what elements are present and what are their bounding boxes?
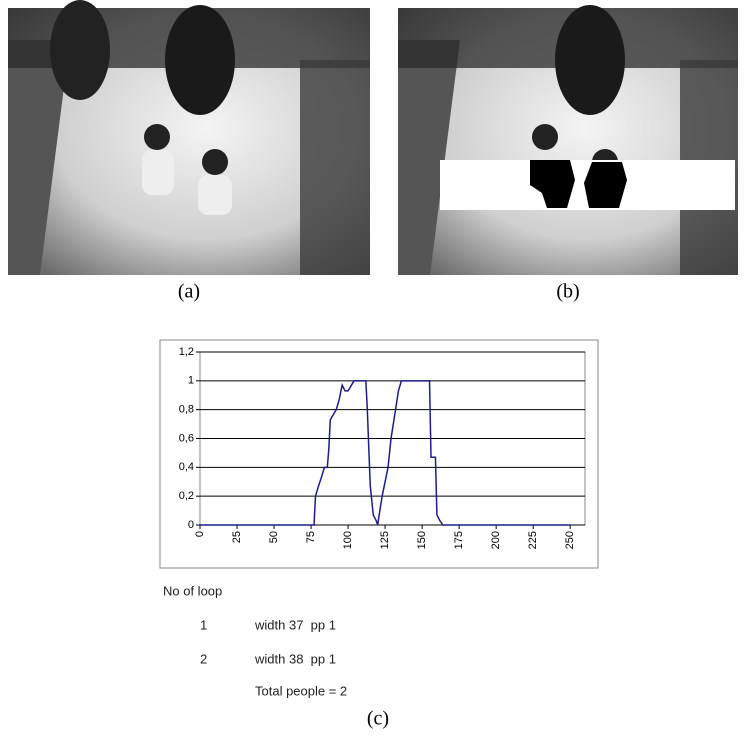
x-tick-label: 200 (490, 531, 502, 549)
y-tick-label: 0 (188, 519, 194, 531)
y-tick-label: 1,2 (179, 346, 194, 358)
x-tick-label: 125 (379, 531, 391, 549)
loop-number: 1 (200, 617, 207, 632)
caption: (a) (178, 281, 200, 303)
x-tick-label: 100 (342, 531, 354, 549)
x-tick-label: 0 (194, 531, 206, 537)
x-tick-label: 225 (527, 531, 539, 549)
caption: (c) (367, 708, 389, 730)
x-tick-label: 75 (305, 531, 317, 543)
photo-a (8, 0, 370, 275)
x-tick-label: 250 (564, 531, 576, 549)
x-tick-label: 175 (453, 531, 465, 549)
y-tick-label: 0,6 (179, 432, 194, 444)
y-tick-label: 0,8 (179, 404, 194, 416)
output-heading: No of loop (163, 583, 222, 598)
loop-result: width 37 pp 1 (254, 617, 336, 632)
x-tick-label: 25 (231, 531, 243, 543)
y-tick-label: 1 (188, 375, 194, 387)
loop-result: width 38 pp 1 (254, 651, 336, 666)
loop-number: 2 (200, 651, 207, 666)
photo-b (398, 5, 738, 275)
figure: (a) (b) No of loop 1 width 37 pp 1 2 wid… (0, 0, 746, 734)
x-tick-label: 150 (416, 531, 428, 549)
y-tick-label: 0,4 (179, 461, 194, 473)
y-tick-label: 0,2 (179, 490, 194, 502)
caption: (b) (556, 281, 579, 303)
x-tick-label: 50 (268, 531, 280, 543)
total-people: Total people = 2 (255, 683, 347, 698)
